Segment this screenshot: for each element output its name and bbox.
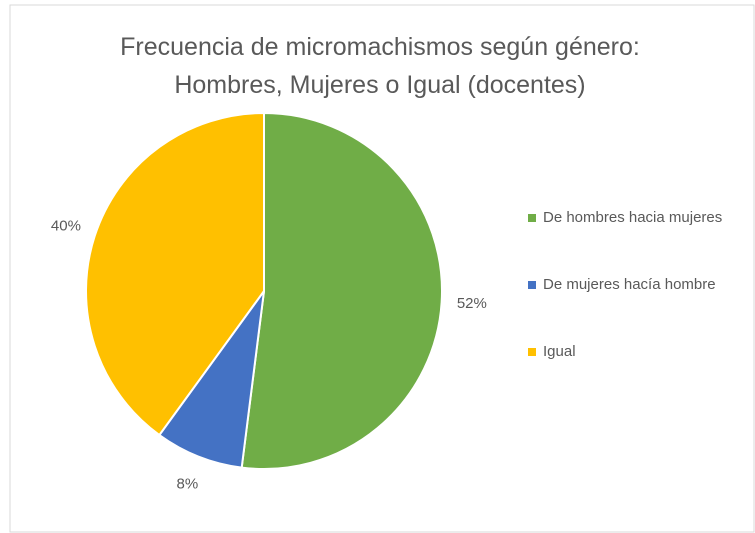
legend-label: De mujeres hacía hombre — [543, 276, 716, 293]
legend-swatch — [528, 281, 536, 289]
pie-slice — [240, 111, 443, 470]
chart-border — [9, 4, 755, 533]
pie-slice — [85, 111, 265, 437]
data-label: 40% — [51, 218, 81, 235]
legend-swatch — [528, 214, 536, 222]
data-label: 52% — [457, 295, 487, 312]
pie-slice — [157, 290, 265, 469]
legend-label: Igual — [543, 343, 576, 360]
legend-label: De hombres hacia mujeres — [543, 209, 722, 226]
data-label: 8% — [176, 476, 198, 493]
chart-title: Frecuencia de micromachismos según géner… — [120, 33, 640, 99]
legend-swatch — [528, 348, 536, 356]
